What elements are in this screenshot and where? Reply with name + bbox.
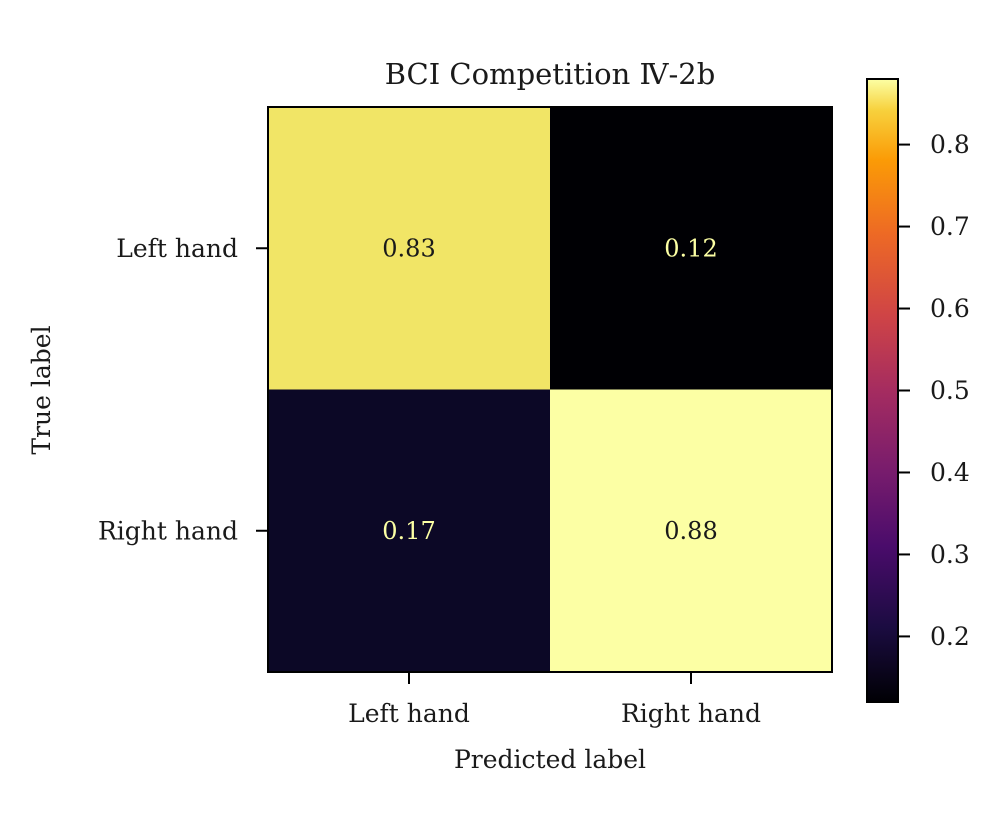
x-tick-label: Left hand [348,699,470,728]
x-axis-ticks: Left hand Right hand [348,672,761,728]
colorbar-tick-label: 0.4 [930,458,970,487]
heatmap-cell [268,107,551,390]
colorbar-tick-label: 0.6 [930,294,970,323]
heatmap-cells [268,107,833,673]
y-axis-ticks: Left hand Right hand [98,234,268,545]
heatmap-cell [268,389,551,673]
cell-value-label: 0.83 [382,234,435,262]
cell-value-label: 0.88 [664,517,717,545]
colorbar-ticks: 0.2 0.3 0.4 0.5 0.6 0.7 0.8 [898,130,970,651]
colorbar [866,78,899,703]
plot-frame [267,106,833,673]
heatmap-cell-labels: 0.83 0.12 0.17 0.88 [382,234,717,545]
y-axis-label: True label [27,325,56,454]
x-tick-label: Right hand [621,699,761,728]
x-axis-label: Predicted label [454,745,646,774]
colorbar-tick-label: 0.5 [930,376,970,405]
colorbar-tick-label: 0.7 [930,212,970,241]
colorbar-tick-label: 0.3 [930,540,970,569]
colorbar-tick-label: 0.8 [930,130,970,159]
y-tick-label: Left hand [116,234,238,263]
cell-value-label: 0.17 [382,517,435,545]
heatmap-cell [550,107,833,390]
y-tick-label: Right hand [98,516,238,545]
heatmap-cell [550,389,833,673]
colorbar-tick-label: 0.2 [930,622,970,651]
chart-title: BCI Competition Ⅳ-2b [385,57,716,91]
cell-value-label: 0.12 [664,234,717,262]
